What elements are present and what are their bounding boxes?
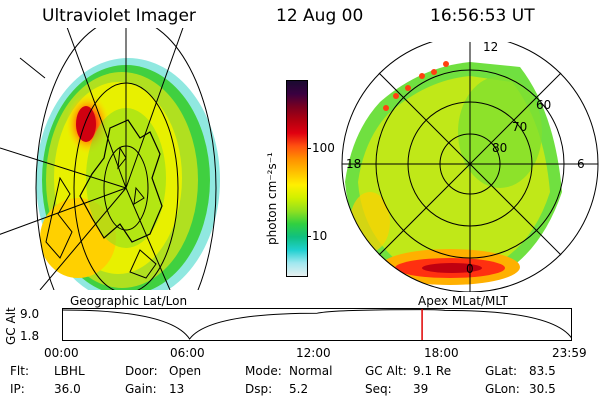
footer-key: Flt: (10, 364, 29, 378)
footer-key: Mode: (245, 364, 282, 378)
footer-value: 39 (413, 382, 429, 396)
lat-label-60: 60 (536, 98, 552, 112)
timeline-xtick-1200: 12:00 (296, 346, 331, 360)
lat-label-70: 70 (512, 120, 528, 134)
footer-value: Open (169, 364, 202, 378)
timeline-ylabel: GC Alt (4, 307, 18, 345)
colorbar-tick-100: 100 (312, 141, 335, 155)
footer-key: Dsp: (245, 382, 273, 396)
mlt-label-0: 0 (466, 262, 474, 276)
colorbar-gradient (287, 81, 307, 276)
footer-value: LBHL (54, 364, 85, 378)
footer-key: GLat: (485, 364, 518, 378)
footer-key: GLon: (485, 382, 520, 396)
mlt-label-12: 12 (483, 40, 499, 54)
footer-value: 13 (169, 382, 185, 396)
footer-value: 30.5 (529, 382, 556, 396)
footer-key: GC Alt: (365, 364, 407, 378)
footer-key: IP: (10, 382, 25, 396)
right-panel-caption: Apex MLat/MLT (418, 294, 508, 308)
mlt-label-6: 6 (577, 157, 585, 171)
footer-key: Door: (125, 364, 158, 378)
header-date: 12 Aug 00 (276, 6, 364, 26)
footer-value: 5.2 (289, 382, 309, 396)
timeline-plot (62, 308, 572, 341)
footer-value: 36.0 (54, 382, 81, 396)
footer-key: Seq: (365, 382, 392, 396)
footer-value: Normal (289, 364, 333, 378)
timeline-xtick-0000: 00:00 (44, 346, 79, 360)
footer-value: 83.5 (529, 364, 556, 378)
mlt-label-18: 18 (346, 157, 362, 171)
altitude-curve (62, 309, 572, 340)
header-time: 16:56:53 UT (430, 6, 535, 26)
timeline-ytick-1-8: 1.8 (20, 329, 40, 343)
footer-value: 9.1 Re (413, 364, 452, 378)
timeline-ytick-9: 9.0 (20, 307, 40, 321)
geographic-image (0, 28, 220, 290)
header-title: Ultraviolet Imager (42, 6, 196, 26)
colorbar-tick-10: 10 (312, 229, 328, 243)
colorbar-tickmark-100 (307, 148, 311, 149)
timeline-xtick-0600: 06:00 (170, 346, 205, 360)
colorbar-tickmark-10 (307, 236, 311, 237)
dayside-spots (383, 61, 449, 111)
left-panel-caption: Geographic Lat/Lon (70, 294, 188, 308)
colorbar (286, 80, 308, 277)
lat-label-80: 80 (492, 141, 508, 155)
magnetic-polar-image (341, 42, 599, 292)
timeline-xtick-2359: 23:59 (552, 346, 587, 360)
footer-key: Gain: (125, 382, 157, 396)
timeline-xtick-1800: 18:00 (424, 346, 459, 360)
colorbar-unit-label: photon cm⁻²s⁻¹ (265, 152, 279, 245)
